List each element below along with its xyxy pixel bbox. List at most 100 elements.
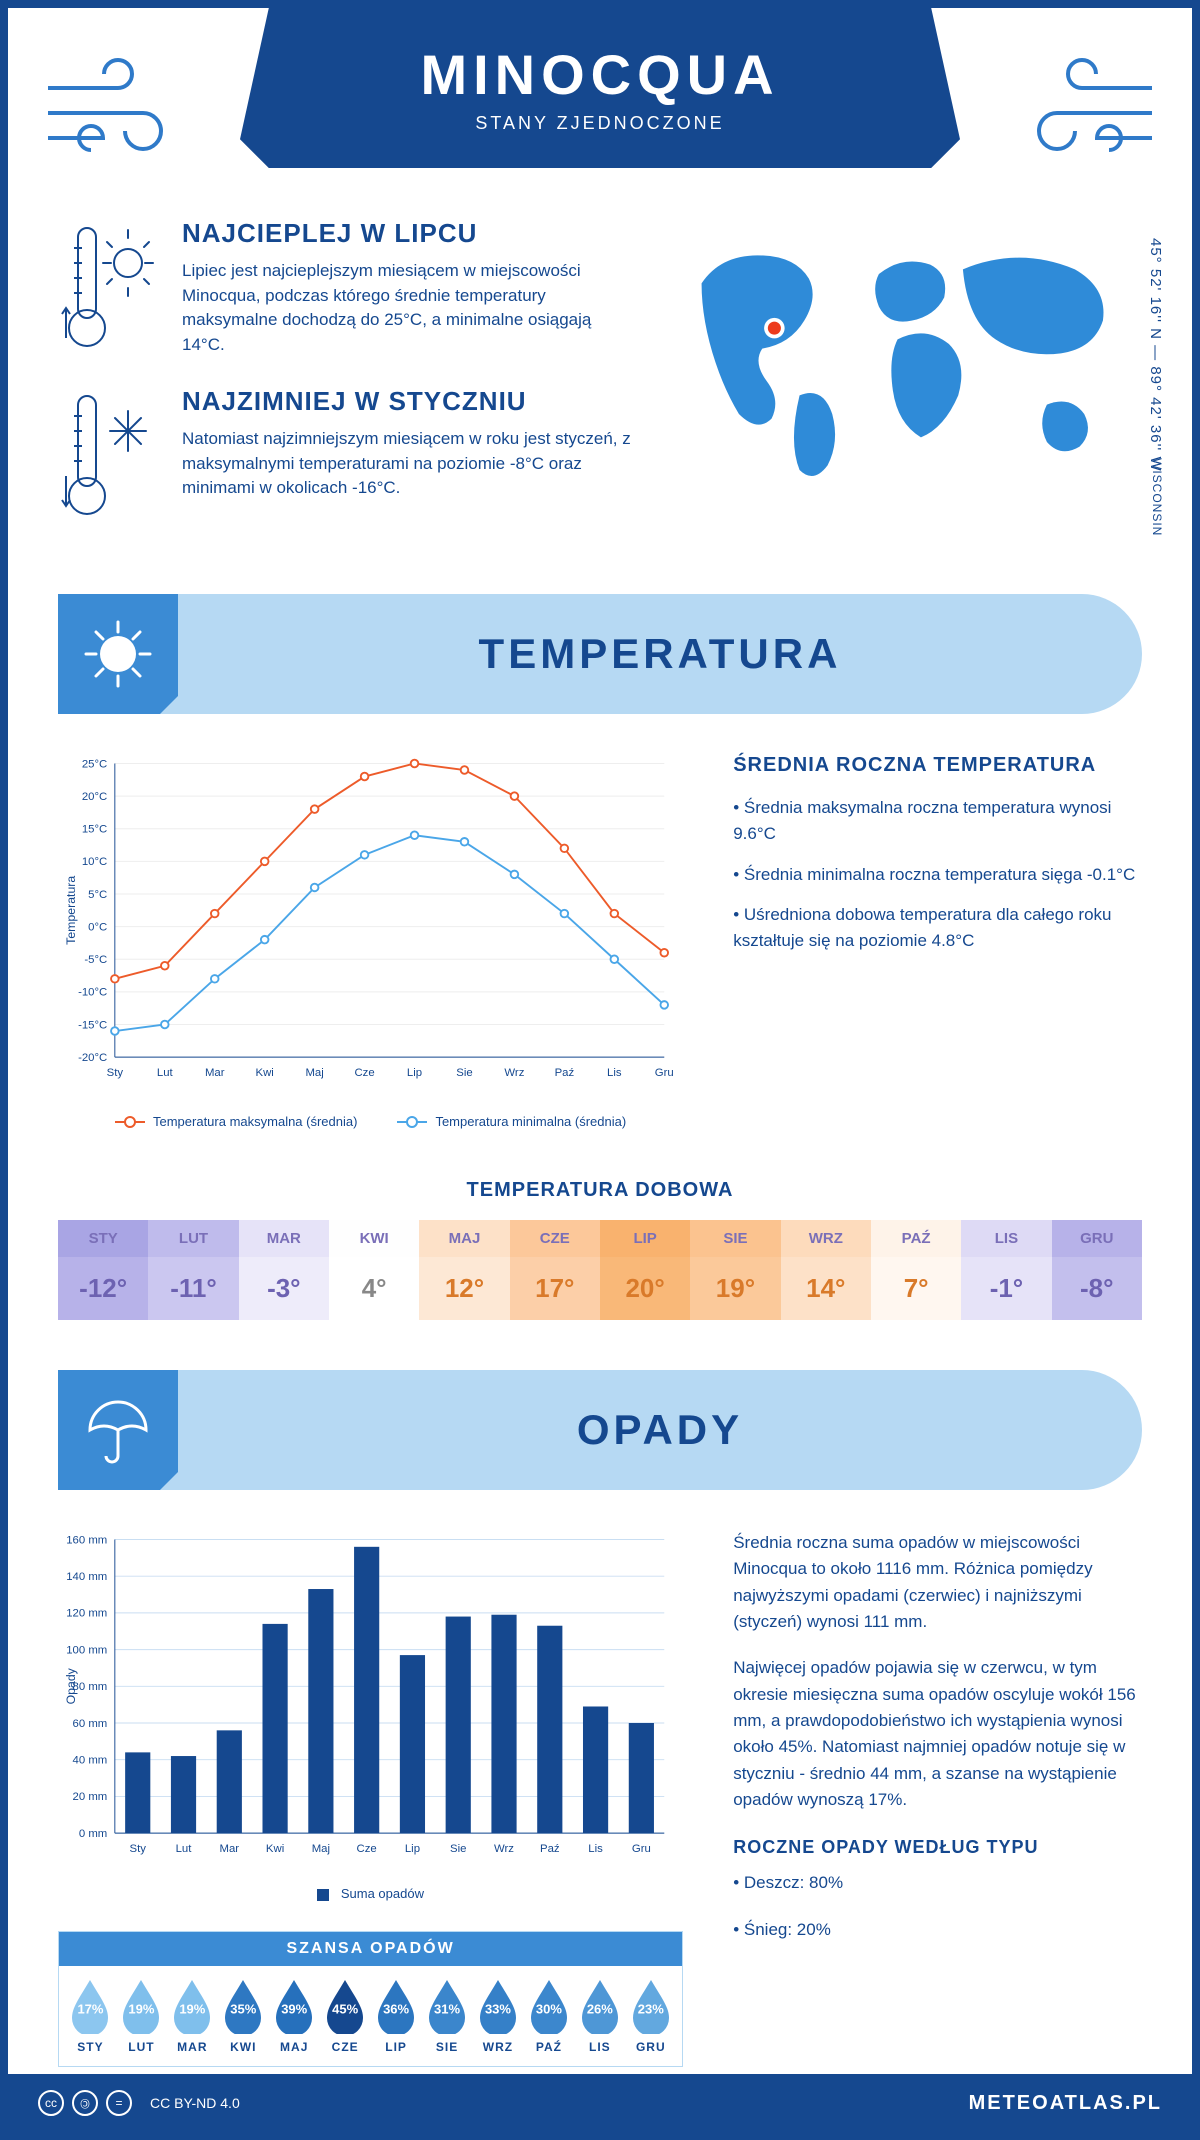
temp-info-b3: • Uśredniona dobowa temperatura dla całe… bbox=[733, 902, 1142, 955]
daily-cell: CZE 17° bbox=[510, 1220, 600, 1320]
daily-value: -8° bbox=[1052, 1257, 1142, 1320]
legend-min: Temperatura minimalna (średnia) bbox=[397, 1114, 626, 1129]
daily-cell: GRU -8° bbox=[1052, 1220, 1142, 1320]
chance-pct: 39% bbox=[281, 2001, 307, 2016]
by-icon: 🄯 bbox=[72, 2090, 98, 2116]
cold-block: NAJZIMNIEJ W STYCZNIU Natomiast najzimni… bbox=[58, 386, 632, 526]
svg-text:Maj: Maj bbox=[305, 1067, 323, 1079]
chance-drop: 17% bbox=[68, 1978, 112, 2034]
svg-text:-20°C: -20°C bbox=[78, 1052, 107, 1064]
cold-heading: NAJZIMNIEJ W STYCZNIU bbox=[182, 386, 632, 417]
daily-month: CZE bbox=[510, 1220, 600, 1257]
svg-text:Sie: Sie bbox=[456, 1067, 472, 1079]
legend-min-label: Temperatura minimalna (średnia) bbox=[435, 1114, 626, 1129]
license-block: cc 🄯 = CC BY-ND 4.0 bbox=[38, 2090, 240, 2116]
chance-drop: 33% bbox=[476, 1978, 520, 2034]
daily-month: LIP bbox=[600, 1220, 690, 1257]
svg-text:140 mm: 140 mm bbox=[66, 1571, 107, 1583]
daily-month: LIS bbox=[961, 1220, 1051, 1257]
daily-month: WRZ bbox=[781, 1220, 871, 1257]
daily-value: 7° bbox=[871, 1257, 961, 1320]
cold-text: NAJZIMNIEJ W STYCZNIU Natomiast najzimni… bbox=[182, 386, 632, 526]
daily-value: -12° bbox=[58, 1257, 148, 1320]
svg-text:Paź: Paź bbox=[555, 1067, 575, 1079]
nd-icon: = bbox=[106, 2090, 132, 2116]
chance-cell: 35% KWI bbox=[218, 1978, 269, 2054]
svg-text:Lis: Lis bbox=[607, 1067, 622, 1079]
daily-cell: STY -12° bbox=[58, 1220, 148, 1320]
chance-drop: 23% bbox=[629, 1978, 673, 2034]
chance-pct: 35% bbox=[230, 2001, 256, 2016]
chance-pct: 19% bbox=[128, 2001, 154, 2016]
precipitation-right: Średnia roczna suma opadów w miejscowośc… bbox=[733, 1530, 1142, 2067]
chance-box: SZANSA OPADÓW 17% STY 19% LUT 19% MAR 35… bbox=[58, 1931, 683, 2067]
map-column: 45° 52' 16'' N — 89° 42' 36'' W WISCONSI… bbox=[672, 218, 1142, 554]
precipitation-heading: OPADY bbox=[178, 1406, 1142, 1454]
daily-month: STY bbox=[58, 1220, 148, 1257]
chance-month: SIE bbox=[422, 2040, 473, 2054]
svg-text:0 mm: 0 mm bbox=[79, 1828, 107, 1840]
chance-pct: 26% bbox=[587, 2001, 613, 2016]
daily-value: 12° bbox=[419, 1257, 509, 1320]
temp-info-b1: • Średnia maksymalna roczna temperatura … bbox=[733, 795, 1142, 848]
chance-month: LIS bbox=[574, 2040, 625, 2054]
chance-title: SZANSA OPADÓW bbox=[59, 1932, 682, 1966]
footer-brand: METEOATLAS.PL bbox=[969, 2092, 1162, 2115]
chance-cell: 19% MAR bbox=[167, 1978, 218, 2054]
chance-cell: 31% SIE bbox=[422, 1978, 473, 2054]
temp-info-heading: ŚREDNIA ROCZNA TEMPERATURA bbox=[733, 754, 1142, 777]
svg-text:20 mm: 20 mm bbox=[73, 1791, 108, 1803]
temperature-heading: TEMPERATURA bbox=[178, 630, 1142, 678]
thermometer-snow-icon bbox=[58, 386, 158, 526]
svg-text:25°C: 25°C bbox=[82, 758, 107, 770]
precipitation-body: 0 mm20 mm40 mm60 mm80 mm100 mm120 mm140 … bbox=[8, 1490, 1192, 2087]
svg-text:-15°C: -15°C bbox=[78, 1019, 107, 1031]
svg-text:Lip: Lip bbox=[405, 1843, 420, 1855]
region-label: WISCONSIN bbox=[1150, 458, 1164, 536]
page-title: MINOCQUA bbox=[420, 42, 779, 107]
daily-month: KWI bbox=[329, 1220, 419, 1257]
svg-text:Cze: Cze bbox=[357, 1843, 377, 1855]
svg-text:Mar: Mar bbox=[205, 1067, 225, 1079]
world-map bbox=[672, 218, 1142, 498]
svg-text:40 mm: 40 mm bbox=[73, 1755, 108, 1767]
svg-text:5°C: 5°C bbox=[88, 889, 107, 901]
chance-row: 17% STY 19% LUT 19% MAR 35% KWI 39% MAJ bbox=[59, 1966, 682, 2066]
precip-type-b2: • Śnieg: 20% bbox=[733, 1917, 1142, 1943]
daily-month: GRU bbox=[1052, 1220, 1142, 1257]
svg-text:Lip: Lip bbox=[407, 1067, 422, 1079]
daily-cell: SIE 19° bbox=[690, 1220, 780, 1320]
chance-pct: 45% bbox=[332, 2001, 358, 2016]
license-label: CC BY-ND 4.0 bbox=[150, 2095, 240, 2111]
chance-cell: 23% GRU bbox=[625, 1978, 676, 2054]
chance-drop: 45% bbox=[323, 1978, 367, 2034]
intro-section: NAJCIEPLEJ W LIPCU Lipiec jest najcieple… bbox=[8, 198, 1192, 594]
footer: cc 🄯 = CC BY-ND 4.0 METEOATLAS.PL bbox=[8, 2074, 1192, 2132]
svg-text:Gru: Gru bbox=[632, 1843, 651, 1855]
chance-pct: 31% bbox=[434, 2001, 460, 2016]
daily-value: -11° bbox=[148, 1257, 238, 1320]
svg-text:160 mm: 160 mm bbox=[66, 1534, 107, 1546]
daily-month: LUT bbox=[148, 1220, 238, 1257]
chance-pct: 19% bbox=[179, 2001, 205, 2016]
chance-drop: 36% bbox=[374, 1978, 418, 2034]
chance-cell: 36% LIP bbox=[371, 1978, 422, 2054]
header: MINOCQUA STANY ZJEDNOCZONE bbox=[8, 8, 1192, 198]
svg-text:Opady: Opady bbox=[64, 1667, 78, 1704]
intro-text-column: NAJCIEPLEJ W LIPCU Lipiec jest najcieple… bbox=[58, 218, 632, 554]
sun-icon bbox=[78, 614, 158, 694]
daily-value: -3° bbox=[239, 1257, 329, 1320]
chance-month: MAJ bbox=[269, 2040, 320, 2054]
chance-pct: 33% bbox=[485, 2001, 511, 2016]
svg-text:Lis: Lis bbox=[588, 1843, 603, 1855]
svg-text:60 mm: 60 mm bbox=[73, 1718, 108, 1730]
temperature-section-bar: TEMPERATURA bbox=[58, 594, 1142, 714]
svg-text:Sie: Sie bbox=[450, 1843, 466, 1855]
chance-drop: 26% bbox=[578, 1978, 622, 2034]
chance-month: KWI bbox=[218, 2040, 269, 2054]
precipitation-section-bar: OPADY bbox=[58, 1370, 1142, 1490]
precipitation-left: 0 mm20 mm40 mm60 mm80 mm100 mm120 mm140 … bbox=[58, 1530, 683, 2067]
svg-text:Temperatura: Temperatura bbox=[64, 876, 78, 945]
chance-drop: 19% bbox=[119, 1978, 163, 2034]
daily-cell: LIP 20° bbox=[600, 1220, 690, 1320]
